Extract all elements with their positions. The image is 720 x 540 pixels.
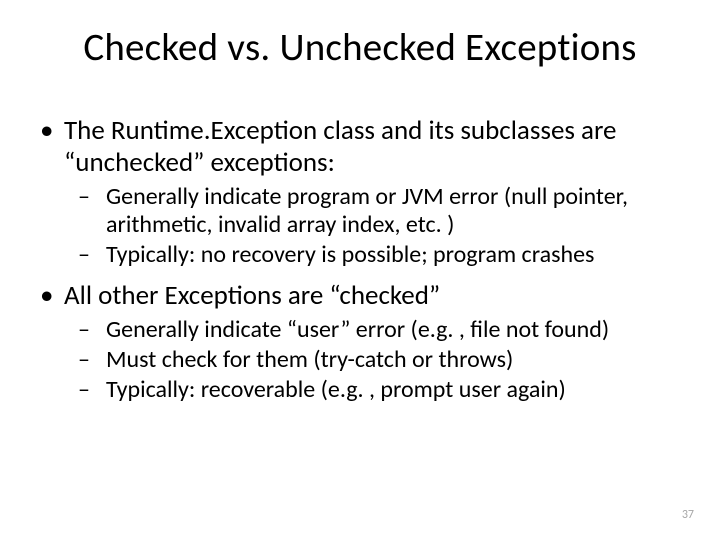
list-item: Typically: recoverable (e.g. , prompt us… [64, 376, 684, 404]
bullet-text: All other Exceptions are “checked” [64, 279, 440, 312]
bullet-list-level2: Generally indicate program or JVM error … [64, 183, 684, 270]
list-item: Must check for them (try-catch or throws… [64, 346, 684, 374]
bullet-text: Generally indicate program or JVM error … [106, 182, 628, 239]
list-item: Generally indicate “user” error (e.g. , … [64, 316, 684, 344]
page-number: 37 [682, 508, 694, 522]
bullet-text: Must check for them (try-catch or throws… [106, 345, 513, 374]
list-item: The Runtime.Exception class and its subc… [36, 115, 684, 270]
slide: Checked vs. Unchecked Exceptions The Run… [0, 0, 720, 540]
list-item: All other Exceptions are “checked” Gener… [36, 280, 684, 405]
bullet-text: Generally indicate “user” error (e.g. , … [106, 315, 609, 344]
bullet-text: Typically: no recovery is possible; prog… [106, 240, 594, 269]
list-item: Typically: no recovery is possible; prog… [64, 241, 684, 269]
bullet-text: The Runtime.Exception class and its subc… [64, 114, 617, 179]
bullet-list-level1: The Runtime.Exception class and its subc… [36, 115, 684, 404]
slide-title: Checked vs. Unchecked Exceptions [30, 24, 690, 71]
list-item: Generally indicate program or JVM error … [64, 183, 684, 240]
slide-body: The Runtime.Exception class and its subc… [30, 115, 690, 404]
bullet-list-level2: Generally indicate “user” error (e.g. , … [64, 316, 684, 405]
bullet-text: Typically: recoverable (e.g. , prompt us… [106, 375, 566, 404]
